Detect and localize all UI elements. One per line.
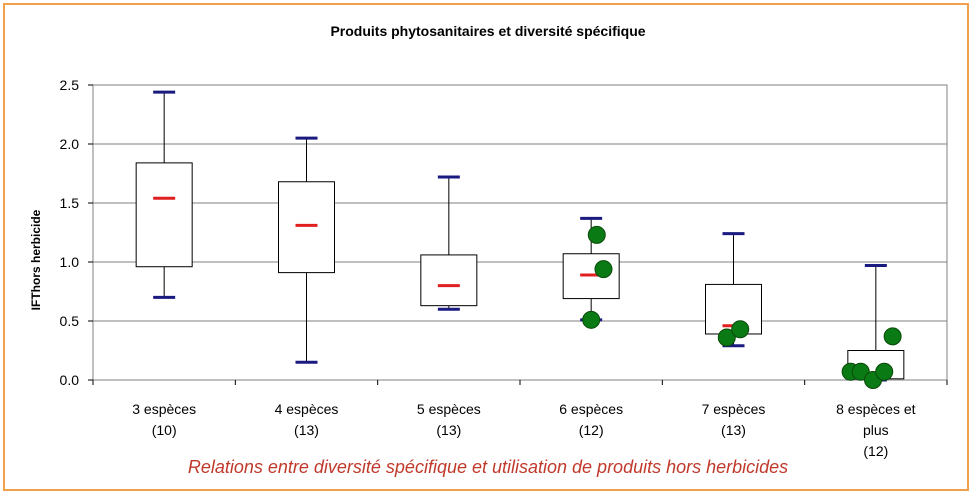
data-point — [582, 310, 601, 329]
x-category-label: (13) — [294, 422, 319, 438]
data-point — [587, 225, 606, 244]
x-category-label: (12) — [863, 443, 888, 459]
plot-border — [92, 84, 948, 381]
y-tick-label: 1.5 — [60, 195, 80, 211]
y-tick-label: 1.0 — [60, 254, 80, 270]
y-tick-label: 0.5 — [60, 313, 80, 329]
y-tick-label: 0.0 — [60, 372, 80, 388]
x-category-label: 4 espèces — [275, 401, 339, 417]
x-category-label: (13) — [721, 422, 746, 438]
x-category-label: 7 espèces — [702, 401, 766, 417]
chart-title: Produits phytosanitaires et diversité sp… — [330, 23, 645, 39]
x-category-label: (12) — [579, 422, 604, 438]
x-category-label: 5 espèces — [417, 401, 481, 417]
x-category-label: plus — [863, 422, 889, 438]
data-point — [883, 327, 902, 346]
x-category-label: (13) — [436, 422, 461, 438]
data-point — [731, 320, 750, 339]
plot-area: 0.0 0.5 1.0 1.5 2.0 2.5 3 espèces (10) 4 espèces… — [60, 77, 948, 459]
x-category-label: 6 espèces — [559, 401, 623, 417]
data-point — [851, 362, 870, 381]
box — [135, 162, 193, 268]
data-point — [717, 328, 736, 347]
x-category-label: 3 espèces — [132, 401, 196, 417]
x-category-label: (10) — [152, 422, 177, 438]
chart-caption: Relations entre diversité spécifique et … — [188, 457, 788, 477]
y-tick-label: 2.5 — [60, 77, 80, 93]
data-point — [594, 260, 613, 279]
y-axis-label: IFThors herbicide — [29, 209, 43, 310]
y-tick-label: 2.0 — [60, 136, 80, 152]
x-category-label: 8 espèces et — [836, 401, 915, 417]
box — [278, 181, 335, 274]
box — [420, 254, 478, 307]
data-point — [875, 362, 894, 381]
